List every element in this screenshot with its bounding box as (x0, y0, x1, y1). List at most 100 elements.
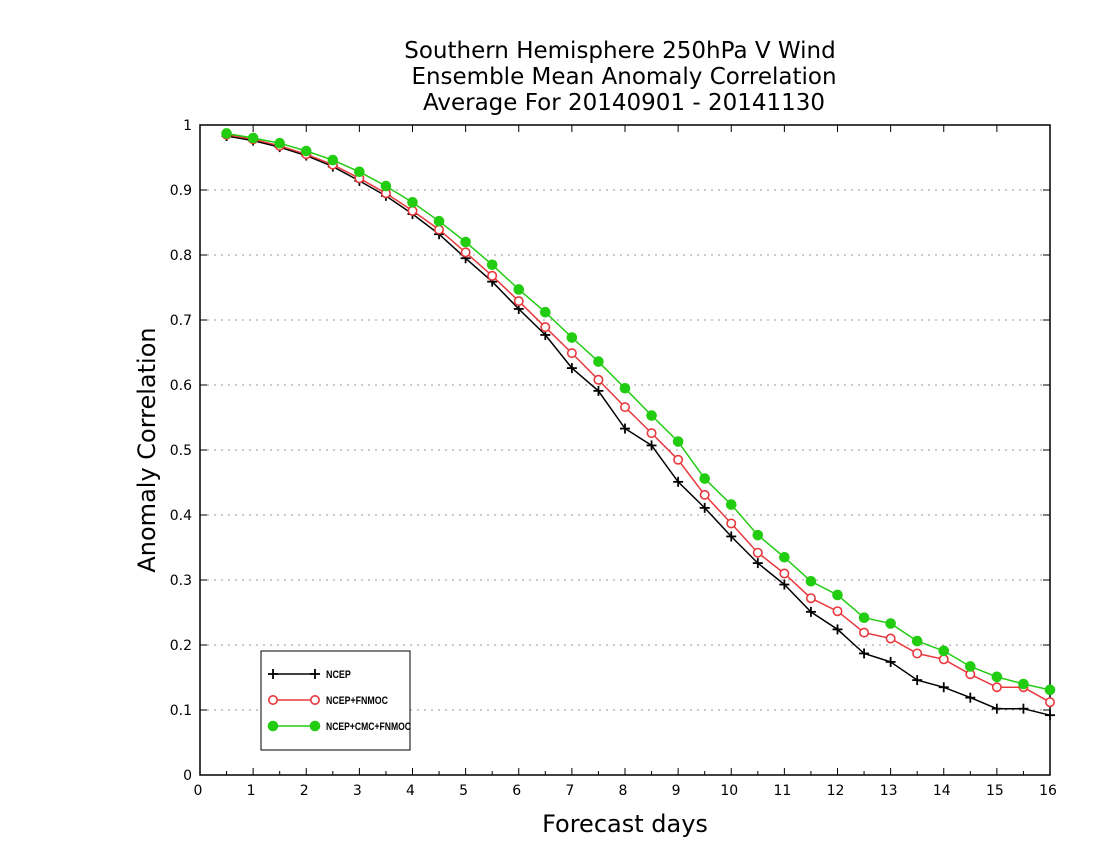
data-point-plus (885, 656, 896, 667)
data-point-open-circle (309, 694, 320, 705)
data-point-open-circle (267, 694, 278, 705)
legend: NCEP NCEP+FNMOC NCEP+CMC+FNMOC (260, 650, 411, 751)
y-tick-label: 1 (183, 118, 192, 134)
y-tick-label: 0.2 (170, 638, 192, 654)
chart-title-line-2: Ensemble Mean Anomaly Correlation (411, 64, 836, 90)
data-point-filled-circle (566, 332, 578, 343)
data-point-plus (566, 363, 577, 374)
data-point-open-circle (619, 402, 630, 413)
grid-lines (200, 189, 1050, 711)
data-point-open-circle (434, 224, 445, 235)
data-point-filled-circle (309, 720, 321, 732)
data-point-filled-circle (267, 720, 279, 732)
data-point-filled-circle (858, 612, 870, 624)
data-point-filled-circle (593, 356, 604, 367)
x-tick-label: 10 (720, 783, 738, 799)
data-point-filled-circle (911, 635, 923, 647)
data-point-open-circle (646, 428, 657, 439)
x-tick-label: 2 (300, 783, 309, 799)
data-point-plus (1045, 710, 1055, 721)
chart-title-line-3: Average For 20140901 - 20141130 (423, 90, 825, 116)
data-point-open-circle (938, 654, 949, 665)
legend-label: NCEP+CMC+FNMOC (326, 721, 411, 733)
series-line (226, 132, 1051, 691)
data-point-plus (965, 692, 976, 703)
x-axis-title: Forecast days (542, 810, 708, 838)
data-point-open-circle (699, 489, 710, 500)
x-tick-label: 1 (247, 783, 256, 799)
legend-entry: NCEP+CMC+FNMOC (267, 720, 411, 733)
data-point-filled-circle (725, 499, 737, 510)
data-point-plus (268, 669, 278, 679)
data-point-open-circle (832, 606, 843, 617)
series-ncep-cmc-fnmoc (221, 128, 1056, 696)
data-point-open-circle (912, 648, 923, 659)
data-point-filled-circle (513, 284, 525, 295)
data-point-plus (593, 385, 604, 396)
data-point-plus (620, 423, 630, 434)
data-point-open-circle (566, 348, 577, 359)
data-point-open-circle (407, 205, 418, 216)
data-point-plus (938, 682, 949, 693)
data-point-open-circle (593, 374, 604, 385)
x-tick-label: 6 (512, 783, 521, 799)
y-tick-label: 0.8 (170, 248, 192, 264)
y-tick-label: 0.6 (170, 378, 192, 394)
data-point-plus (646, 440, 657, 451)
data-point-filled-circle (832, 589, 843, 601)
y-tick-label: 0.4 (170, 508, 192, 524)
data-point-filled-circle (805, 576, 817, 587)
x-tick-label: 3 (353, 783, 362, 799)
legend-label: NCEP (326, 669, 351, 681)
data-point-filled-circle (752, 529, 764, 541)
x-axis-ticks: 0 1 2 3 4 5 6 7 8 9 10 11 12 13 14 15 16 (194, 125, 1057, 799)
data-point-plus (912, 675, 923, 686)
data-point-plus (805, 606, 816, 617)
series-ncep-fnmoc (221, 129, 1056, 708)
data-point-plus (991, 703, 1002, 714)
data-point-filled-circle (274, 137, 285, 149)
data-point-open-circle (460, 247, 471, 258)
data-point-open-circle (1045, 697, 1056, 708)
data-point-filled-circle (672, 436, 684, 447)
data-point-filled-circle (486, 259, 498, 271)
y-axis-title: Anomaly Correlation (133, 327, 161, 572)
data-point-open-circle (673, 454, 684, 465)
data-point-plus (1018, 703, 1029, 714)
data-point-open-circle (540, 322, 551, 333)
chart-title-line-1: Southern Hemisphere 250hPa V Wind (404, 38, 835, 64)
series-layer (221, 128, 1056, 721)
y-tick-label: 0.3 (170, 573, 192, 589)
data-point-open-circle (779, 568, 790, 579)
data-point-filled-circle (300, 145, 312, 157)
data-point-filled-circle (1044, 684, 1056, 696)
y-tick-label: 0.9 (170, 183, 192, 199)
x-tick-label: 0 (194, 783, 203, 799)
y-tick-label: 0 (183, 768, 192, 784)
x-tick-label: 12 (827, 783, 845, 799)
data-point-open-circle (513, 296, 524, 307)
data-point-plus (752, 558, 763, 569)
data-point-filled-circle (938, 645, 950, 657)
data-point-filled-circle (619, 382, 631, 394)
data-point-filled-circle (460, 236, 471, 248)
data-point-filled-circle (433, 215, 445, 227)
series-line (226, 135, 1051, 716)
y-tick-label: 0.1 (170, 703, 192, 719)
data-point-filled-circle (965, 661, 976, 672)
data-point-plus (699, 502, 710, 513)
legend-label: NCEP+FNMOC (326, 695, 388, 707)
data-point-open-circle (805, 593, 816, 604)
legend-entry: NCEP (268, 669, 351, 681)
data-point-filled-circle (1018, 678, 1029, 690)
x-tick-label: 9 (672, 783, 681, 799)
data-point-plus (726, 531, 737, 542)
data-point-filled-circle (327, 154, 339, 166)
data-point-filled-circle (247, 132, 259, 144)
x-tick-label: 11 (773, 783, 791, 799)
data-point-filled-circle (699, 473, 710, 484)
data-point-filled-circle (646, 410, 657, 421)
y-axis-ticks: 0 0.1 0.2 0.3 0.4 0.5 0.6 0.7 0.8 0.9 1 (170, 118, 1050, 784)
data-point-open-circle (752, 547, 763, 558)
